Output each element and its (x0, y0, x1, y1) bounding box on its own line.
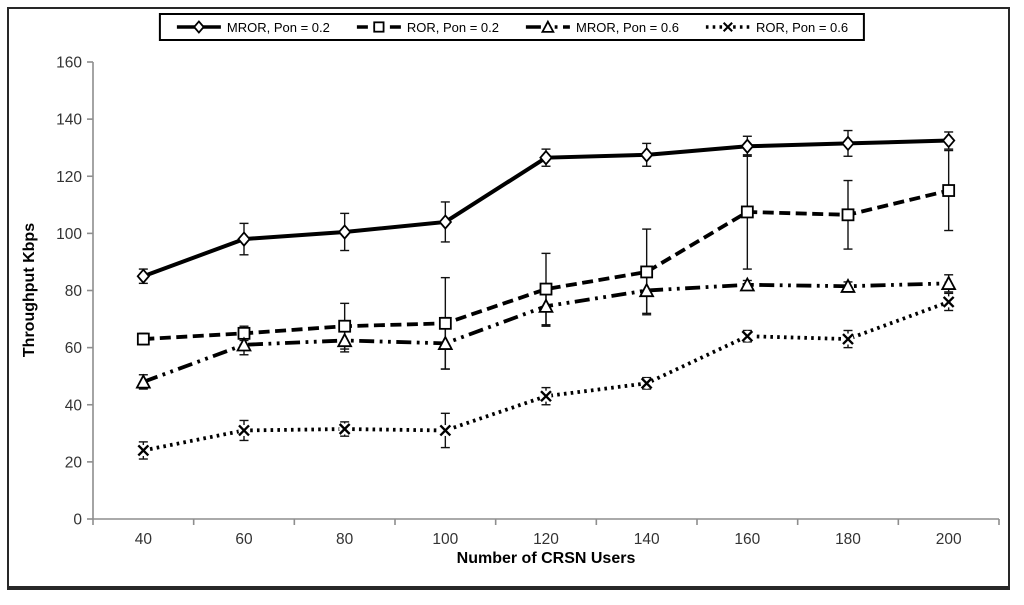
y-tick-label: 60 (65, 340, 83, 357)
diamond-marker-icon (539, 149, 553, 166)
y-tick-label: 100 (56, 226, 82, 243)
x-tick-label: 40 (135, 531, 153, 548)
legend-sample-line-icon (526, 19, 570, 33)
x-marker-icon (842, 333, 854, 345)
legend-label: ROR, Pon = 0.2 (406, 19, 499, 35)
legend-label: MROR, Pon = 0.6 (576, 19, 679, 35)
y-tick-label: 20 (65, 454, 83, 471)
chart-legend: MROR, Pon = 0.2 ROR, Pon = 0.2 MROR, Pon… (158, 13, 866, 41)
legend-sample-line-icon (705, 22, 750, 32)
x-tick-label: 80 (336, 531, 354, 548)
diamond-marker-icon (438, 214, 453, 230)
legend-label: ROR, Pon = 0.6 (755, 19, 849, 35)
x-axis-title: Number of CRSN Users (456, 550, 636, 567)
diamond-marker-icon (237, 231, 251, 247)
legend-item-mror-pon-0-6: MROR, Pon = 0.6 (525, 19, 679, 35)
x-marker-icon (238, 424, 250, 437)
legend-item-ror-pon-0-2: ROR, Pon = 0.2 (356, 19, 499, 35)
series-markers-ror-pon-0-6 (137, 296, 955, 457)
y-axis-title: Throughput Kbps (21, 222, 38, 358)
x-tick-label: 180 (835, 531, 861, 548)
triangle-marker-icon (336, 332, 353, 348)
x-marker-icon (439, 424, 452, 437)
triangle-marker-icon (638, 282, 655, 298)
x-marker-icon (338, 423, 351, 435)
x-tick-label: 120 (533, 531, 559, 548)
legend-sample-line-icon (356, 21, 401, 33)
triangle-marker-icon (739, 276, 756, 292)
x-marker-icon (722, 22, 733, 32)
y-tick-label: 160 (56, 55, 82, 72)
triangle-marker-icon (437, 335, 454, 350)
square-marker-icon (740, 205, 754, 219)
y-tick-label: 140 (56, 112, 82, 129)
square-marker-icon (942, 184, 956, 197)
series-markers-ror-pon-0-2 (136, 184, 956, 346)
square-marker-icon (438, 316, 452, 330)
x-tick-label: 160 (734, 531, 760, 548)
square-marker-icon (338, 319, 352, 333)
y-tick-label: 40 (65, 397, 83, 414)
legend-item-mror-pon-0-2: MROR, Pon = 0.2 (176, 19, 330, 35)
x-tick-label: 200 (936, 531, 962, 548)
series-markers-mror-pon-0-6 (135, 275, 957, 389)
diamond-marker-icon (337, 224, 352, 240)
x-tick-label: 140 (634, 531, 660, 548)
triangle-marker-icon (538, 297, 554, 313)
x-marker-icon (741, 330, 754, 343)
x-marker-icon (942, 296, 955, 308)
triangle-marker-icon (840, 278, 856, 293)
diamond-marker-icon (136, 268, 151, 285)
error-bars-ror-pon-0-2 (138, 149, 954, 370)
figure-border (7, 7, 1010, 590)
square-marker-icon (539, 282, 553, 296)
triangle-marker-icon (940, 275, 957, 290)
square-marker-icon (841, 208, 855, 222)
diamond-marker-icon (740, 138, 755, 155)
legend-label: MROR, Pon = 0.2 (226, 19, 330, 35)
diamond-marker-icon (639, 146, 654, 163)
x-tick-label: 100 (432, 531, 458, 548)
y-tick-label: 120 (56, 169, 82, 186)
diamond-marker-icon (192, 20, 205, 34)
series-line-ror-pon-0-2 (143, 188, 950, 341)
x-marker-icon (137, 444, 150, 457)
x-marker-icon (640, 377, 653, 390)
triangle-marker-icon (135, 373, 152, 389)
square-marker-icon (640, 265, 654, 279)
legend-sample-line-icon (176, 20, 221, 34)
legend-item-ror-pon-0-6: ROR, Pon = 0.6 (705, 19, 848, 35)
triangle-marker-icon (541, 19, 555, 33)
x-tick-label: 60 (235, 531, 253, 548)
triangle-marker-icon (236, 336, 252, 352)
x-marker-icon (540, 390, 552, 403)
y-tick-label: 0 (73, 512, 82, 529)
square-marker-icon (373, 21, 385, 33)
diamond-marker-icon (941, 132, 956, 149)
series-markers-mror-pon-0-2 (136, 132, 956, 285)
y-tick-label: 80 (65, 283, 83, 300)
diamond-marker-icon (841, 135, 855, 152)
square-marker-icon (136, 332, 150, 346)
